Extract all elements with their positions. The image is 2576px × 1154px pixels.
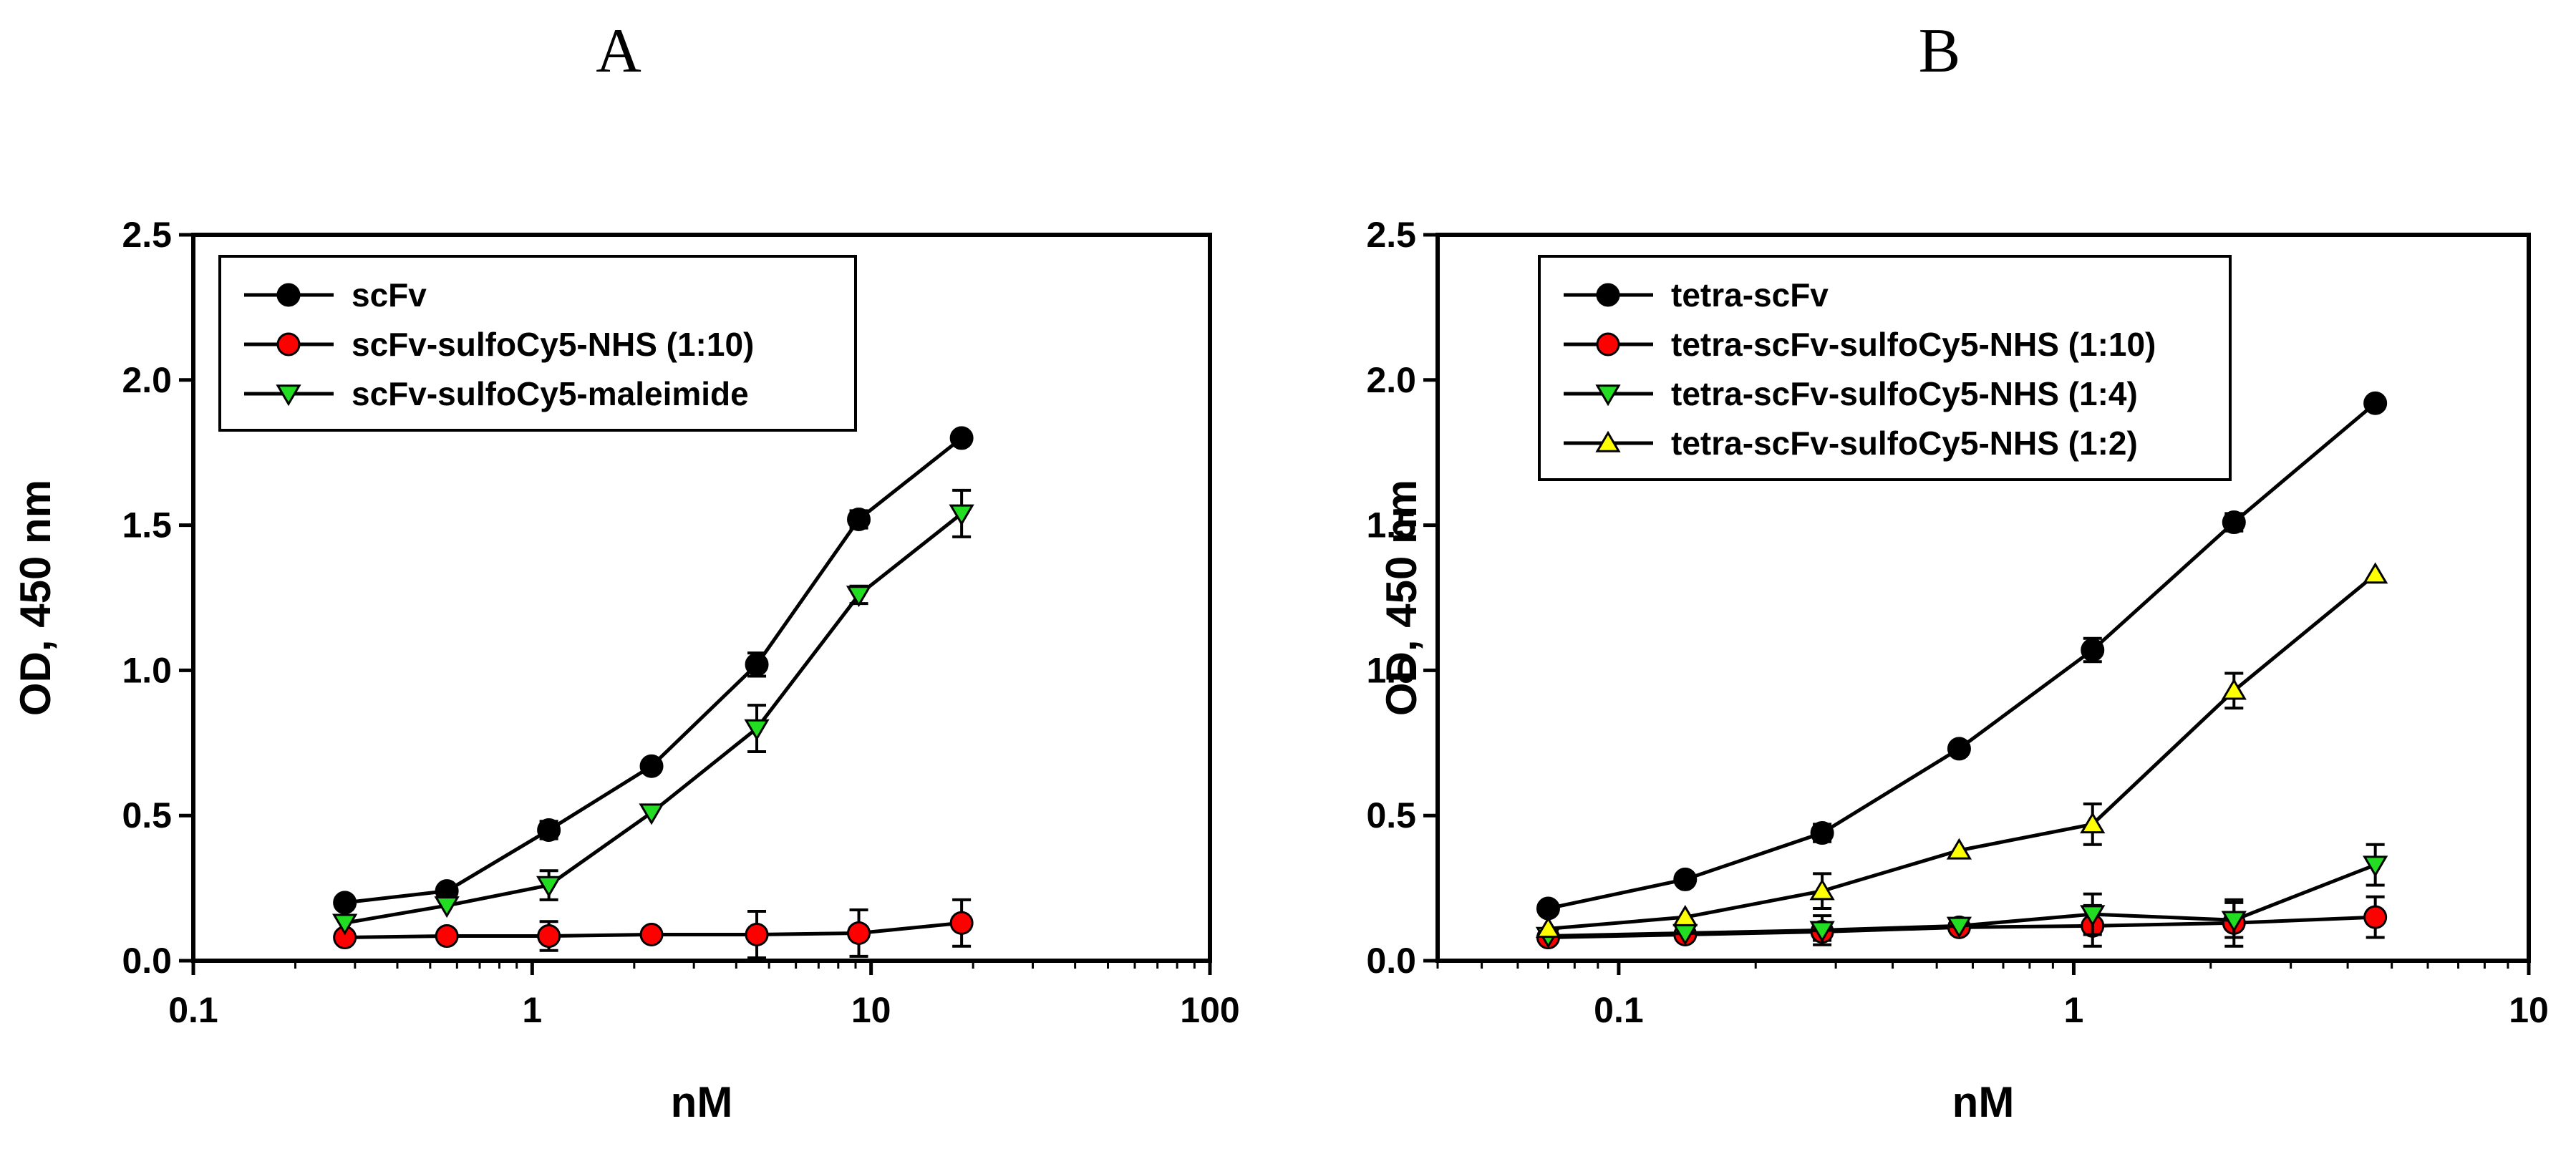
legend-marker: [1595, 384, 1621, 407]
x-axis-title: nM: [671, 1078, 733, 1126]
series-line: [344, 436, 963, 905]
data-point: [2363, 562, 2388, 584]
data-point: [2363, 905, 2388, 929]
x-axis-title: nM: [1952, 1078, 2015, 1126]
data-point: [744, 719, 770, 741]
data-point: [949, 504, 974, 526]
legend: scFv scFv-sulfoCy5-NHS (1:10) scFv-sulfoCy…: [218, 255, 857, 432]
legend-box: [1538, 255, 2232, 481]
data-point: [2221, 911, 2247, 933]
y-axis-title: OD, 450 nm: [11, 480, 59, 716]
data-point: [639, 922, 664, 946]
data-point: [639, 754, 664, 778]
y-tick-label: 0.0: [1366, 941, 1416, 981]
x-tick-label: 1: [522, 990, 542, 1030]
data-point: [333, 891, 357, 915]
data-point: [639, 803, 664, 825]
data-point: [1946, 838, 1972, 860]
data-point: [847, 507, 871, 531]
y-tick-label: 1.5: [122, 505, 172, 546]
series-2: [1535, 843, 2388, 949]
plot-frame: [1435, 233, 2531, 963]
data-point: [1535, 916, 1561, 939]
legend-marker: [276, 283, 301, 307]
y-tick-label: 2.5: [1366, 215, 1416, 255]
legend-label: scFv-sulfoCy5-maleimide: [352, 375, 749, 412]
series-2: [332, 488, 974, 936]
plot-frame: [191, 233, 1212, 963]
data-point: [435, 924, 459, 949]
legend: tetra-scFv tetra-scFv-sulfoCy5-NHS (1:10)…: [1538, 255, 2232, 481]
x-tick-label: 10: [2509, 990, 2549, 1030]
y-tick-label: 1.0: [122, 650, 172, 690]
x-tick-label: 10: [851, 990, 891, 1030]
x-tick-label: 0.1: [1594, 990, 1644, 1030]
data-point: [537, 818, 561, 842]
y-tick-label: 2.5: [122, 215, 172, 255]
data-point: [1947, 737, 1971, 761]
x-tick-label: 0.1: [168, 990, 218, 1030]
legend-label: tetra-scFv: [1671, 276, 1829, 314]
data-point: [1673, 867, 1698, 891]
data-point: [949, 426, 974, 450]
legend-marker: [276, 332, 301, 357]
legend-label: tetra-scFv-sulfoCy5-NHS (1:2): [1671, 425, 2138, 462]
data-point: [847, 921, 871, 945]
data-point: [949, 911, 974, 935]
y-tick-label: 0.5: [122, 795, 172, 835]
legend-marker: [276, 384, 301, 407]
data-point: [1672, 904, 1698, 926]
series-line: [344, 512, 963, 925]
data-point: [2081, 638, 2105, 662]
y-tick-label: 2.0: [122, 360, 172, 400]
legend-label: tetra-scFv-sulfoCy5-NHS (1:10): [1671, 326, 2156, 363]
data-point: [434, 896, 460, 918]
legend-label: scFv-sulfoCy5-NHS (1:10): [352, 326, 754, 363]
data-point: [745, 922, 769, 946]
data-point: [745, 652, 769, 677]
series-0: [333, 426, 974, 915]
panel-letter: B: [1919, 16, 1961, 86]
x-tick-label: 100: [1180, 990, 1239, 1030]
legend-marker: [1596, 283, 1620, 307]
y-tick-label: 1.0: [1366, 650, 1416, 690]
legend-marker: [1595, 430, 1621, 452]
data-point: [846, 586, 872, 608]
data-point: [2363, 391, 2388, 415]
legend-label: scFv: [352, 276, 427, 314]
data-point: [1536, 896, 1560, 921]
data-point: [2080, 905, 2106, 927]
data-point: [2222, 510, 2246, 535]
series-1: [333, 898, 974, 959]
data-point: [2080, 812, 2106, 834]
legend-marker: [1596, 332, 1620, 357]
data-point: [1809, 878, 1835, 901]
data-point: [2221, 678, 2247, 700]
data-point: [2363, 855, 2388, 878]
y-tick-label: 0.5: [1366, 795, 1416, 835]
x-tick-label: 1: [2064, 990, 2084, 1030]
y-axis-title: OD, 450 nm: [1377, 480, 1425, 716]
panel-letter: A: [596, 16, 641, 86]
y-tick-label: 1.5: [1366, 505, 1416, 546]
series-0: [1536, 391, 2388, 921]
data-point: [536, 876, 562, 898]
data-point: [1810, 821, 1834, 845]
data-point: [1946, 916, 1972, 939]
data-point: [1809, 921, 1835, 943]
y-tick-label: 2.0: [1366, 360, 1416, 400]
series-3: [1535, 562, 2388, 939]
panel-a: A 0.0 0.5 1.0 1.5 2.0 2.5 0.1 1 10 100 nM OD, 450 nm…: [11, 16, 1240, 1126]
y-tick-label: 0.0: [122, 941, 172, 981]
panel-b: B 0.0 0.5 1.0 1.5 2.0 2.5 0.1 1 10 nM OD, 450 nm tet…: [1366, 16, 2548, 1126]
legend-label: tetra-scFv-sulfoCy5-NHS (1:4): [1671, 375, 2138, 412]
data-point: [332, 913, 358, 936]
data-point: [537, 924, 561, 949]
